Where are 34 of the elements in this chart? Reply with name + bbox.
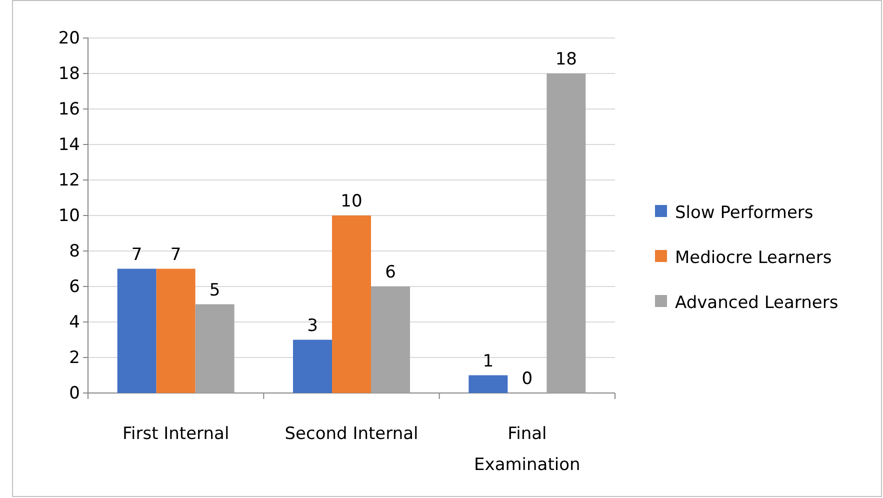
legend-label: Advanced Learners bbox=[675, 293, 838, 313]
y-tick-label: 14 bbox=[58, 134, 80, 155]
bar bbox=[332, 216, 371, 393]
data-label: 7 bbox=[170, 244, 182, 265]
x-tick-label: Second Internal bbox=[284, 424, 418, 444]
bar bbox=[468, 375, 508, 393]
y-tick-label: 16 bbox=[58, 99, 80, 120]
x-tick-label: First Internal bbox=[122, 424, 230, 444]
data-label: 18 bbox=[555, 50, 577, 70]
bar bbox=[371, 286, 410, 393]
data-label: 7 bbox=[131, 244, 142, 265]
y-tick-label: 0 bbox=[69, 383, 80, 404]
bar bbox=[195, 304, 234, 393]
data-label: 3 bbox=[307, 316, 318, 336]
bar bbox=[156, 268, 196, 393]
y-tick-label: 6 bbox=[69, 276, 80, 297]
data-label: 1 bbox=[482, 351, 494, 372]
legend-label: Mediocre Learners bbox=[675, 248, 832, 268]
y-tick-label: 18 bbox=[58, 64, 80, 84]
y-tick-label: 12 bbox=[58, 170, 80, 190]
y-tick-label: 4 bbox=[69, 312, 80, 332]
y-tick-label: 20 bbox=[58, 28, 80, 48]
data-label: 6 bbox=[385, 262, 396, 282]
x-tick-label: Final Examination bbox=[474, 424, 580, 475]
y-tick-label: 10 bbox=[58, 206, 80, 226]
bar bbox=[293, 340, 332, 393]
legend-label: Slow Performers bbox=[675, 203, 814, 223]
y-tick-label: 8 bbox=[69, 241, 80, 262]
y-tick-label: 2 bbox=[69, 348, 80, 368]
data-label: 10 bbox=[340, 192, 362, 212]
data-label: 5 bbox=[209, 280, 220, 300]
data-label: 0 bbox=[522, 369, 533, 389]
bar bbox=[546, 74, 586, 393]
bar bbox=[117, 268, 156, 393]
